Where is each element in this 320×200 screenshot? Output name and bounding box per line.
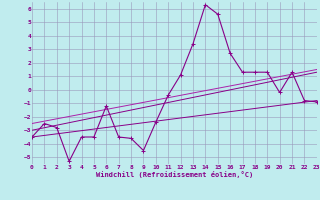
X-axis label: Windchill (Refroidissement éolien,°C): Windchill (Refroidissement éolien,°C)	[96, 171, 253, 178]
